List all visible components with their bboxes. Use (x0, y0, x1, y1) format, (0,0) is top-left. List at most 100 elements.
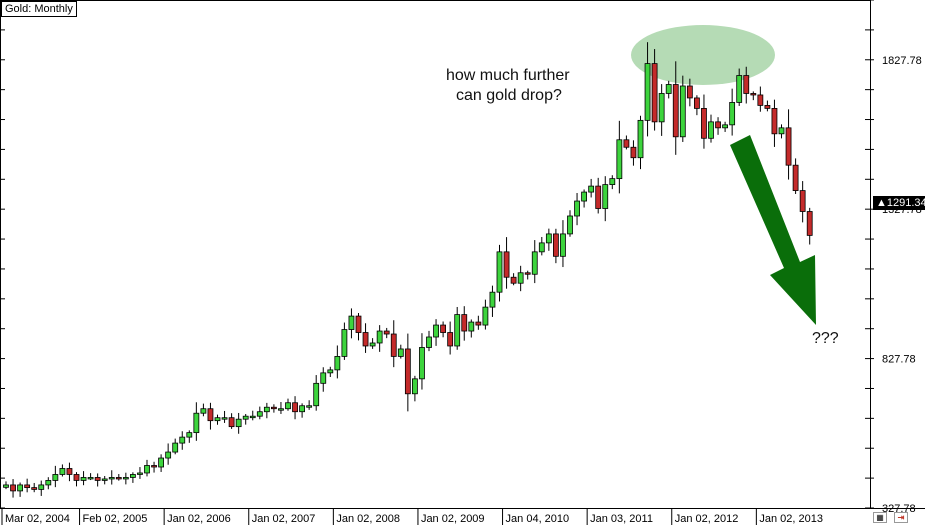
candle-body (553, 233, 559, 257)
candle-body (538, 242, 545, 253)
candle-body (228, 417, 235, 428)
candle-body (778, 127, 785, 135)
candle-body (101, 478, 108, 481)
candle-body (158, 457, 165, 468)
candle-body (10, 484, 16, 492)
candle-body (278, 408, 284, 411)
x-tick-label: Jan 02, 2006 (167, 513, 231, 525)
chart-title: Gold: Monthly (1, 1, 77, 17)
candle-body (59, 468, 66, 475)
candle-body (80, 477, 87, 481)
candle-body (306, 405, 313, 408)
x-tick-label: Jan 02, 2012 (675, 513, 739, 525)
candle-body (186, 432, 193, 438)
candle-body (292, 402, 298, 413)
candle-body (411, 378, 418, 395)
candle-body (285, 402, 291, 410)
candle-body (369, 342, 376, 347)
candle-body (658, 93, 665, 123)
candle-body (679, 85, 686, 138)
candle-body (426, 336, 432, 348)
candle-body (94, 477, 101, 481)
candle-body (207, 408, 214, 422)
candle-body (510, 276, 517, 284)
scroll-bar-icon[interactable]: ▦ (873, 512, 887, 523)
candle-body (362, 332, 369, 347)
candle-body (129, 474, 136, 478)
y-tick-label: 1827.78 (882, 55, 922, 67)
candle-body (172, 442, 179, 453)
x-tick-label: Feb 02, 2005 (83, 513, 148, 525)
candle-body (200, 408, 207, 414)
candle-body (461, 314, 468, 332)
x-tick-label: Jan 02, 2008 (336, 513, 400, 525)
candle-body (31, 487, 38, 490)
candle-body (242, 415, 249, 420)
candle-body (256, 411, 263, 417)
candle-body (799, 190, 806, 212)
x-tick-label: Jan 02, 2009 (421, 513, 485, 525)
candle-body (165, 451, 172, 459)
candle-body (560, 233, 566, 257)
candle-body (270, 406, 277, 410)
x-tick-label: Jan 03, 2011 (590, 513, 653, 525)
candle-body (376, 330, 383, 344)
candle-body (531, 251, 538, 275)
question-marks: ??? (812, 330, 839, 347)
candle-body (299, 405, 306, 413)
candle-body (482, 306, 489, 326)
candle-body (630, 146, 637, 159)
candle-body (355, 315, 362, 333)
candle-body (743, 75, 750, 94)
candle-body (440, 324, 447, 333)
annotation-line-2: can gold drop? (456, 87, 562, 104)
candle-body (524, 272, 531, 275)
candle-body (489, 291, 496, 308)
candle-body (24, 484, 31, 489)
candle-body (623, 139, 630, 148)
candle-body (313, 382, 320, 407)
candle-body (433, 324, 439, 338)
candle-body (397, 348, 404, 357)
x-tick-label: Jan 02, 2007 (252, 513, 316, 525)
candle-body (3, 484, 9, 488)
y-tick-label: 827.78 (882, 354, 916, 366)
candle-body (496, 251, 503, 293)
candle-body (151, 465, 157, 468)
candle-body (545, 233, 552, 244)
candle-body (785, 127, 792, 166)
candle-body (665, 84, 672, 94)
candle-body (341, 329, 348, 357)
candle-body (144, 465, 150, 474)
candle-body (468, 321, 475, 332)
candle-body (574, 200, 580, 217)
candle-body (179, 436, 186, 444)
candle-body (686, 85, 693, 99)
candle-body (137, 472, 143, 475)
candle-body (729, 102, 736, 126)
candle-body (73, 474, 80, 481)
candle-body (694, 97, 700, 109)
candle-body (708, 121, 714, 139)
candle-body (334, 356, 341, 371)
candle-body (52, 474, 59, 481)
candle-body (221, 417, 228, 420)
candle-body (327, 369, 334, 374)
candle-body (348, 315, 355, 330)
candle-body (792, 164, 799, 191)
x-tick-label: Jan 04, 2010 (506, 513, 570, 525)
candle-body (651, 63, 658, 123)
x-tick-label: Mar 02, 2004 (5, 513, 70, 525)
candle-body (701, 108, 707, 139)
candle-body (644, 63, 651, 121)
candle-body (764, 105, 771, 109)
candle-body (383, 330, 390, 335)
go-to-end-icon[interactable]: ⇥ (894, 512, 908, 523)
x-tick-label: Jan 02, 2013 (759, 513, 823, 525)
candle-body (404, 348, 411, 395)
candle-body (637, 119, 644, 159)
plot-area (0, 0, 871, 509)
